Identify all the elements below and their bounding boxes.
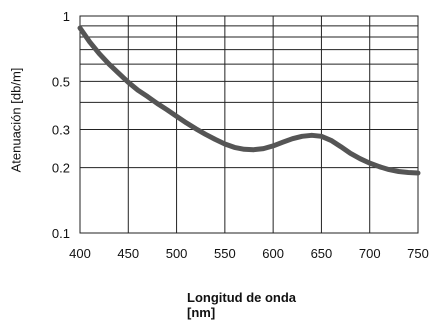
x-tick-label: 700: [359, 246, 381, 261]
x-tick-label: 650: [311, 246, 333, 261]
x-tick-labels: 400 450 500 550 600 650 700 750: [69, 246, 429, 261]
y-tick-label: 0.3: [52, 122, 70, 137]
attenuation-curve: [77, 25, 421, 176]
y-tick-label: 0.1: [52, 226, 70, 241]
y-axis-label: Atenuación [db/m]: [6, 0, 26, 240]
y-tick-label: 0.5: [52, 74, 70, 89]
x-tick-label: 600: [262, 246, 284, 261]
x-tick-label: 450: [117, 246, 139, 261]
x-tick-label: 400: [69, 246, 91, 261]
x-tick-label: 500: [166, 246, 188, 261]
x-tick-label: 750: [407, 246, 429, 261]
y-axis-label-text: Atenuación [db/m]: [8, 67, 24, 173]
x-axis-label-line2: [nm]: [187, 305, 216, 320]
plot-border: [79, 15, 419, 234]
x-axis-label: Longitud de onda [nm]: [187, 290, 296, 320]
y-tick-label: 1: [63, 9, 70, 24]
chart-grid: [79, 15, 419, 234]
y-tick-label: 0.2: [52, 161, 70, 176]
x-tick-label: 550: [214, 246, 236, 261]
y-tick-labels: 1 0.5 0.3 0.2 0.1: [52, 9, 70, 241]
plot-frame: [79, 15, 419, 234]
x-axis-label-line1: Longitud de onda: [187, 290, 297, 305]
